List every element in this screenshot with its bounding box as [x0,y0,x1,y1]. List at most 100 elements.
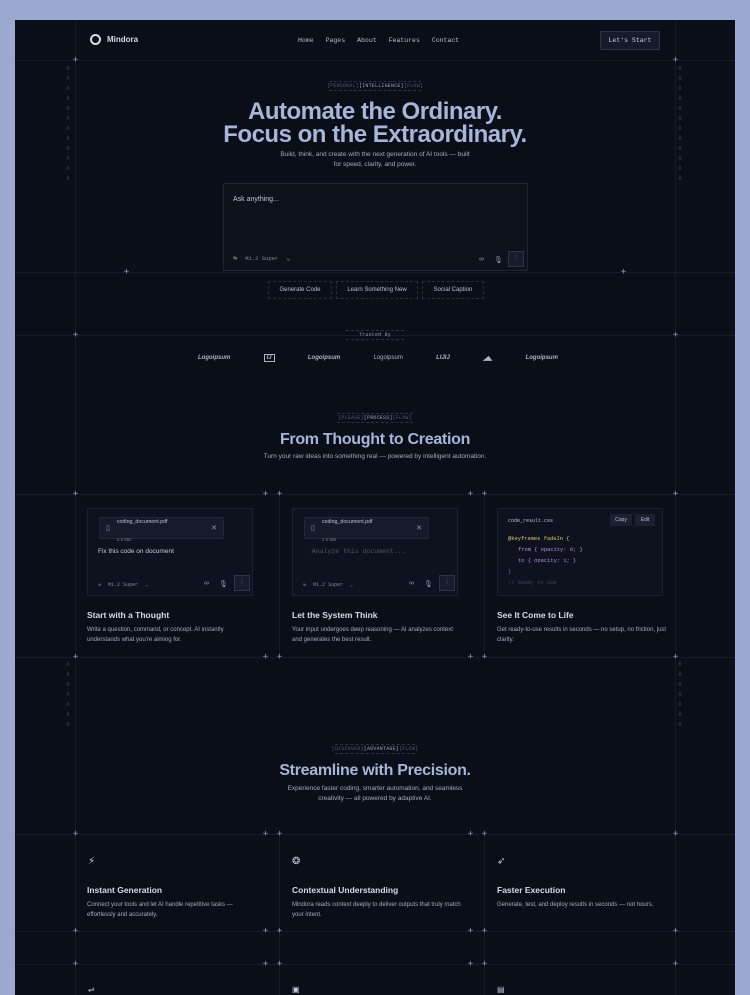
link-icon[interactable]: ∞ [479,256,484,263]
card2-status: ◌ Analyze this document... [303,548,406,555]
process-subtitle: Turn your raw ideas into something real … [263,453,487,460]
nav-contact[interactable]: Contact [431,37,460,44]
corner-marker: + [262,926,269,936]
nav-about[interactable]: About [357,37,377,44]
model-selector[interactable]: ⇆ M1.2 Super ⌄ [233,254,290,263]
nav-features[interactable]: Features [388,37,420,44]
chip-generate-code[interactable]: Generate Code [268,281,332,299]
corner-marker: + [72,55,79,65]
send-voice-button[interactable]: ⫶ [234,575,250,591]
mic-icon[interactable]: 🎙 [494,257,503,264]
result-file-name: code_result.css [508,518,554,524]
lets-start-button[interactable]: Let's Start [600,31,660,50]
tag-left: [PERSONAL] [326,83,359,89]
copy-button[interactable]: Copy [610,514,632,526]
card3-preview: code_result.css Copy Edit @keyframes fad… [497,508,663,596]
advantage-tag: [DISCOVER] [ADVANTAGE] [FLOW] [332,744,418,754]
corner-marker: + [672,652,679,662]
advantage-subtitle-line1: Experience faster coding, smarter automa… [287,785,463,792]
corner-marker: + [467,926,474,936]
corner-marker: + [481,489,488,499]
mic-icon[interactable]: 🎙 [424,581,433,588]
mic-icon[interactable]: 🎙 [219,581,228,588]
trusted-logos: Logoipsum IJ Logoipsum Logoipsum LIJIJ ◢… [198,352,558,364]
partner-logo: IJ [263,354,275,362]
card3-desc: Get ready-to-use results in seconds — no… [497,627,667,643]
settings-toggle-icon[interactable]: ⇆ [303,582,307,588]
card2-title: Let the System Think [292,610,378,620]
corner-marker: + [262,652,269,662]
spinner-icon: ◌ [303,548,307,555]
prompt-input[interactable]: Ask anything... [233,196,279,203]
file-attachment: ▯ coding_document.pdf 2.5 MB ✕ [99,517,224,542]
file-size: 2.5 MB [321,537,337,542]
file-attachment: ▯ coding_document.pdf 2.5 MB ✕ [304,517,429,542]
nav-pages[interactable]: Pages [325,37,346,44]
tag-right: [FLOW] [403,83,424,89]
document-icon: ▤ [497,985,505,994]
page-frame: + + + + + + + + + + + + + + + + + + + + … [15,20,735,995]
corner-marker: + [481,829,488,839]
settings-toggle-icon[interactable]: ⇆ [98,582,102,588]
hash-column: # # # # # # # [678,661,682,728]
grid-line [75,20,76,995]
image-icon: ▣ [292,985,300,994]
code-line: } [508,569,512,575]
main-nav: Home Pages About Features Contact [298,37,459,44]
model-selector[interactable]: ⇆ M1.2 Super ⌄ [98,582,148,588]
corner-marker: + [467,959,474,969]
hash-column: # # # # # # # # # # # # [66,65,70,182]
link-icon[interactable]: ∞ [204,580,209,587]
grid-line [279,494,280,657]
close-icon[interactable]: ✕ [211,525,217,532]
tag-mid: [ADVANTAGE] [363,746,400,752]
card1-prompt: Fix this code on document [98,548,174,555]
model-selector[interactable]: ⇆ M1.2 Super ⌄ [303,582,353,588]
grid-line [15,335,735,336]
logo-mark-icon [90,34,101,45]
partner-logo: ◢◣ [483,355,493,362]
document-icon: ▯ [106,525,110,532]
process-title: From Thought to Creation [279,431,471,448]
send-voice-button[interactable]: ⫶ [439,575,455,591]
hash-column: # # # # # # # [66,661,70,728]
chip-social-caption[interactable]: Social Caption [422,281,484,299]
chevron-down-icon: ⌄ [286,255,291,263]
settings-toggle-icon[interactable]: ⇆ [233,255,238,263]
corner-marker: + [620,267,627,277]
bolt-icon: ⚡︎ [88,856,96,867]
corner-marker: + [467,489,474,499]
model-label: M1.2 Super [245,255,279,262]
prompt-box[interactable]: Ask anything... ⇆ M1.2 Super ⌄ ∞ 🎙 ⫶ [223,183,528,271]
corner-marker: + [276,652,283,662]
grid-line [15,964,735,965]
nav-home[interactable]: Home [298,37,314,44]
corner-marker: + [467,652,474,662]
process-tag: [PLEASE] [PROCESS] [FLOW] [337,413,413,423]
sliders-icon: ⇌ [88,985,95,994]
corner-marker: + [481,959,488,969]
file-name: coding_document.pdf [116,519,168,525]
feature-desc: Mindora reads context deeply to deliver … [292,902,461,918]
grid-line [675,20,676,995]
card1-preview: ▯ coding_document.pdf 2.5 MB ✕ Fix this c… [87,508,253,596]
hash-column: # # # # # # # # # # # # [678,65,682,182]
hero-tag: [PERSONAL] [INTELLIGENCE] [FLOW] [326,81,424,91]
file-name: coding_document.pdf [321,519,373,525]
code-line: from { opacity: 0; } [518,547,583,553]
card2-desc: Your input undergoes deep reasoning — AI… [292,627,453,643]
chip-learn-something-new[interactable]: Learn Something New [336,281,418,299]
waveform-icon: ⫶ [515,255,517,262]
edit-button[interactable]: Edit [635,514,655,526]
partner-logo: Logoipsum [198,355,231,361]
card2-preview: ▯ coding_document.pdf 2.5 MB ✕ ◌ Analyze t… [292,508,458,596]
brand-logo[interactable]: Mindora [90,34,138,45]
document-icon: ▯ [311,525,315,532]
corner-marker: + [276,959,283,969]
status-text: Analyze this document... [311,548,406,555]
corner-marker: + [672,959,679,969]
link-icon[interactable]: ∞ [409,580,414,587]
send-voice-button[interactable]: ⫶ [508,251,524,267]
close-icon[interactable]: ✕ [416,525,422,532]
corner-marker: + [276,489,283,499]
